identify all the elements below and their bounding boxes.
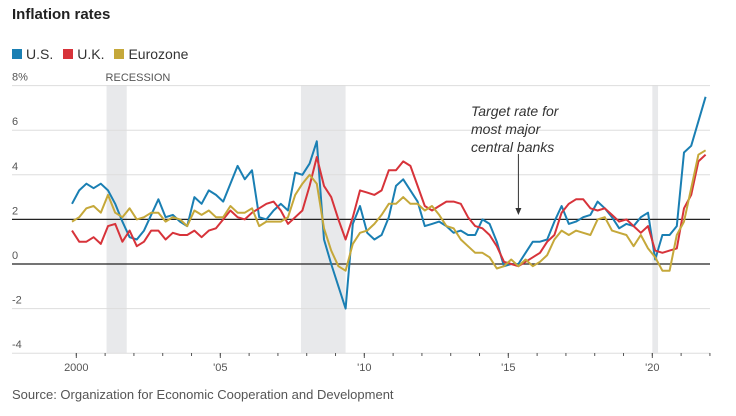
legend-swatch-eurozone	[114, 49, 125, 59]
series-line-us	[71, 96, 707, 310]
x-tick-label: '10	[357, 362, 371, 374]
legend-swatch-us	[12, 49, 22, 59]
recession-label: RECESSION	[106, 72, 171, 84]
legend-item-eurozone: Eurozone	[114, 46, 188, 62]
legend-item-us: U.S.	[12, 46, 53, 62]
series-line-uk	[71, 153, 707, 268]
y-tick-label: 2	[12, 205, 18, 217]
y-tick-label: -2	[12, 295, 22, 307]
x-tick-label: '15	[501, 362, 515, 374]
arrow-head-icon	[515, 208, 522, 215]
legend-swatch-uk	[63, 49, 74, 59]
annotation-text: most major	[471, 121, 542, 137]
x-tick-label: '05	[213, 362, 227, 374]
series-line-eurozone	[71, 149, 707, 272]
legend-label-uk: U.K.	[77, 46, 105, 62]
y-tick-label: 6	[12, 116, 18, 128]
chart-title: Inflation rates	[12, 6, 111, 23]
legend-label-us: U.S.	[26, 46, 54, 62]
source-note: Source: Organization for Economic Cooper…	[12, 387, 394, 402]
legend: U.S. U.K. Eurozone	[12, 46, 188, 62]
annotation-text: Target rate for	[471, 103, 560, 119]
y-tick-label: 8%	[12, 72, 28, 84]
x-tick-label: '20	[645, 362, 659, 374]
annotation-text: central banks	[471, 139, 554, 155]
legend-item-uk: U.K.	[63, 46, 104, 62]
x-tick-label: 2000	[64, 362, 88, 374]
y-tick-label: 0	[12, 250, 18, 262]
y-tick-label: 4	[12, 161, 18, 173]
legend-label-eurozone: Eurozone	[128, 46, 189, 62]
y-tick-label: -4	[12, 339, 22, 351]
